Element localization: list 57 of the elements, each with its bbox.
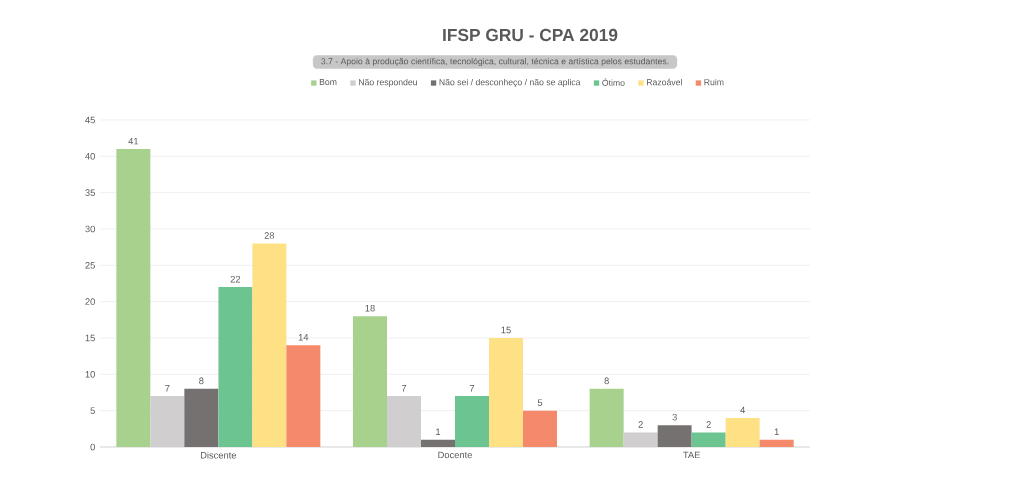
data-label: 5 <box>537 399 543 406</box>
bar <box>116 149 151 447</box>
bar <box>759 439 794 447</box>
bar <box>691 432 726 447</box>
y-tick-label: 40 <box>85 153 95 160</box>
y-tick-label: 10 <box>85 371 95 378</box>
x-tick-label: TAE <box>683 451 700 459</box>
bar <box>523 410 557 447</box>
y-tick-label: 30 <box>85 225 95 233</box>
data-label: 7 <box>469 384 475 392</box>
chart-title: IFSP GRU - CPA 2019 <box>443 28 618 42</box>
data-label: 14 <box>298 334 309 341</box>
legend-label: Ótimo <box>602 78 625 86</box>
x-tick-label: Discente <box>200 451 237 459</box>
data-label: 2 <box>706 421 711 428</box>
bar <box>387 396 422 447</box>
data-label: 2 <box>638 421 643 428</box>
legend-label: Razoável <box>647 78 682 86</box>
data-label: 7 <box>401 384 407 392</box>
data-label: 41 <box>128 137 139 145</box>
data-label: 4 <box>740 406 745 414</box>
bar <box>725 417 760 447</box>
data-label: 8 <box>604 377 609 385</box>
bar <box>252 243 287 447</box>
y-tick-label: 0 <box>90 443 95 451</box>
data-label: 22 <box>230 275 241 283</box>
legend-label: Bom <box>319 79 337 86</box>
data-label: 28 <box>264 232 275 239</box>
bar <box>286 345 321 447</box>
data-label: 8 <box>199 377 204 385</box>
bar <box>421 439 455 447</box>
data-label: 7 <box>165 384 170 392</box>
y-tick-label: 5 <box>90 407 95 414</box>
bar <box>218 287 253 447</box>
bar <box>589 388 624 447</box>
bar <box>455 396 489 447</box>
bar <box>353 316 387 447</box>
bar <box>657 425 692 447</box>
y-tick-label: 15 <box>85 334 95 342</box>
legend-label: Ruim <box>704 78 724 86</box>
legend-label: Não respondeu <box>359 78 417 87</box>
bar <box>489 337 523 447</box>
data-label: 1 <box>436 428 441 436</box>
data-label: 3 <box>672 413 677 421</box>
bar <box>150 396 185 447</box>
y-tick-label: 35 <box>85 189 95 196</box>
bar <box>184 388 219 447</box>
data-label: 15 <box>501 326 511 334</box>
data-label: 1 <box>774 428 779 436</box>
data-label: 18 <box>365 304 375 312</box>
chart-subtitle: 3.7 - Apoio à produção científica, tecnológica, cultural, técnica e artística pelos estudantes. <box>321 57 669 67</box>
x-tick-label: Docente <box>438 451 472 459</box>
y-tick-label: 20 <box>85 298 95 305</box>
bar <box>623 432 658 447</box>
y-tick-label: 25 <box>85 262 95 269</box>
y-tick-label: 45 <box>85 116 95 124</box>
legend-label: Não sei / desconheço / não se aplica <box>439 78 581 88</box>
